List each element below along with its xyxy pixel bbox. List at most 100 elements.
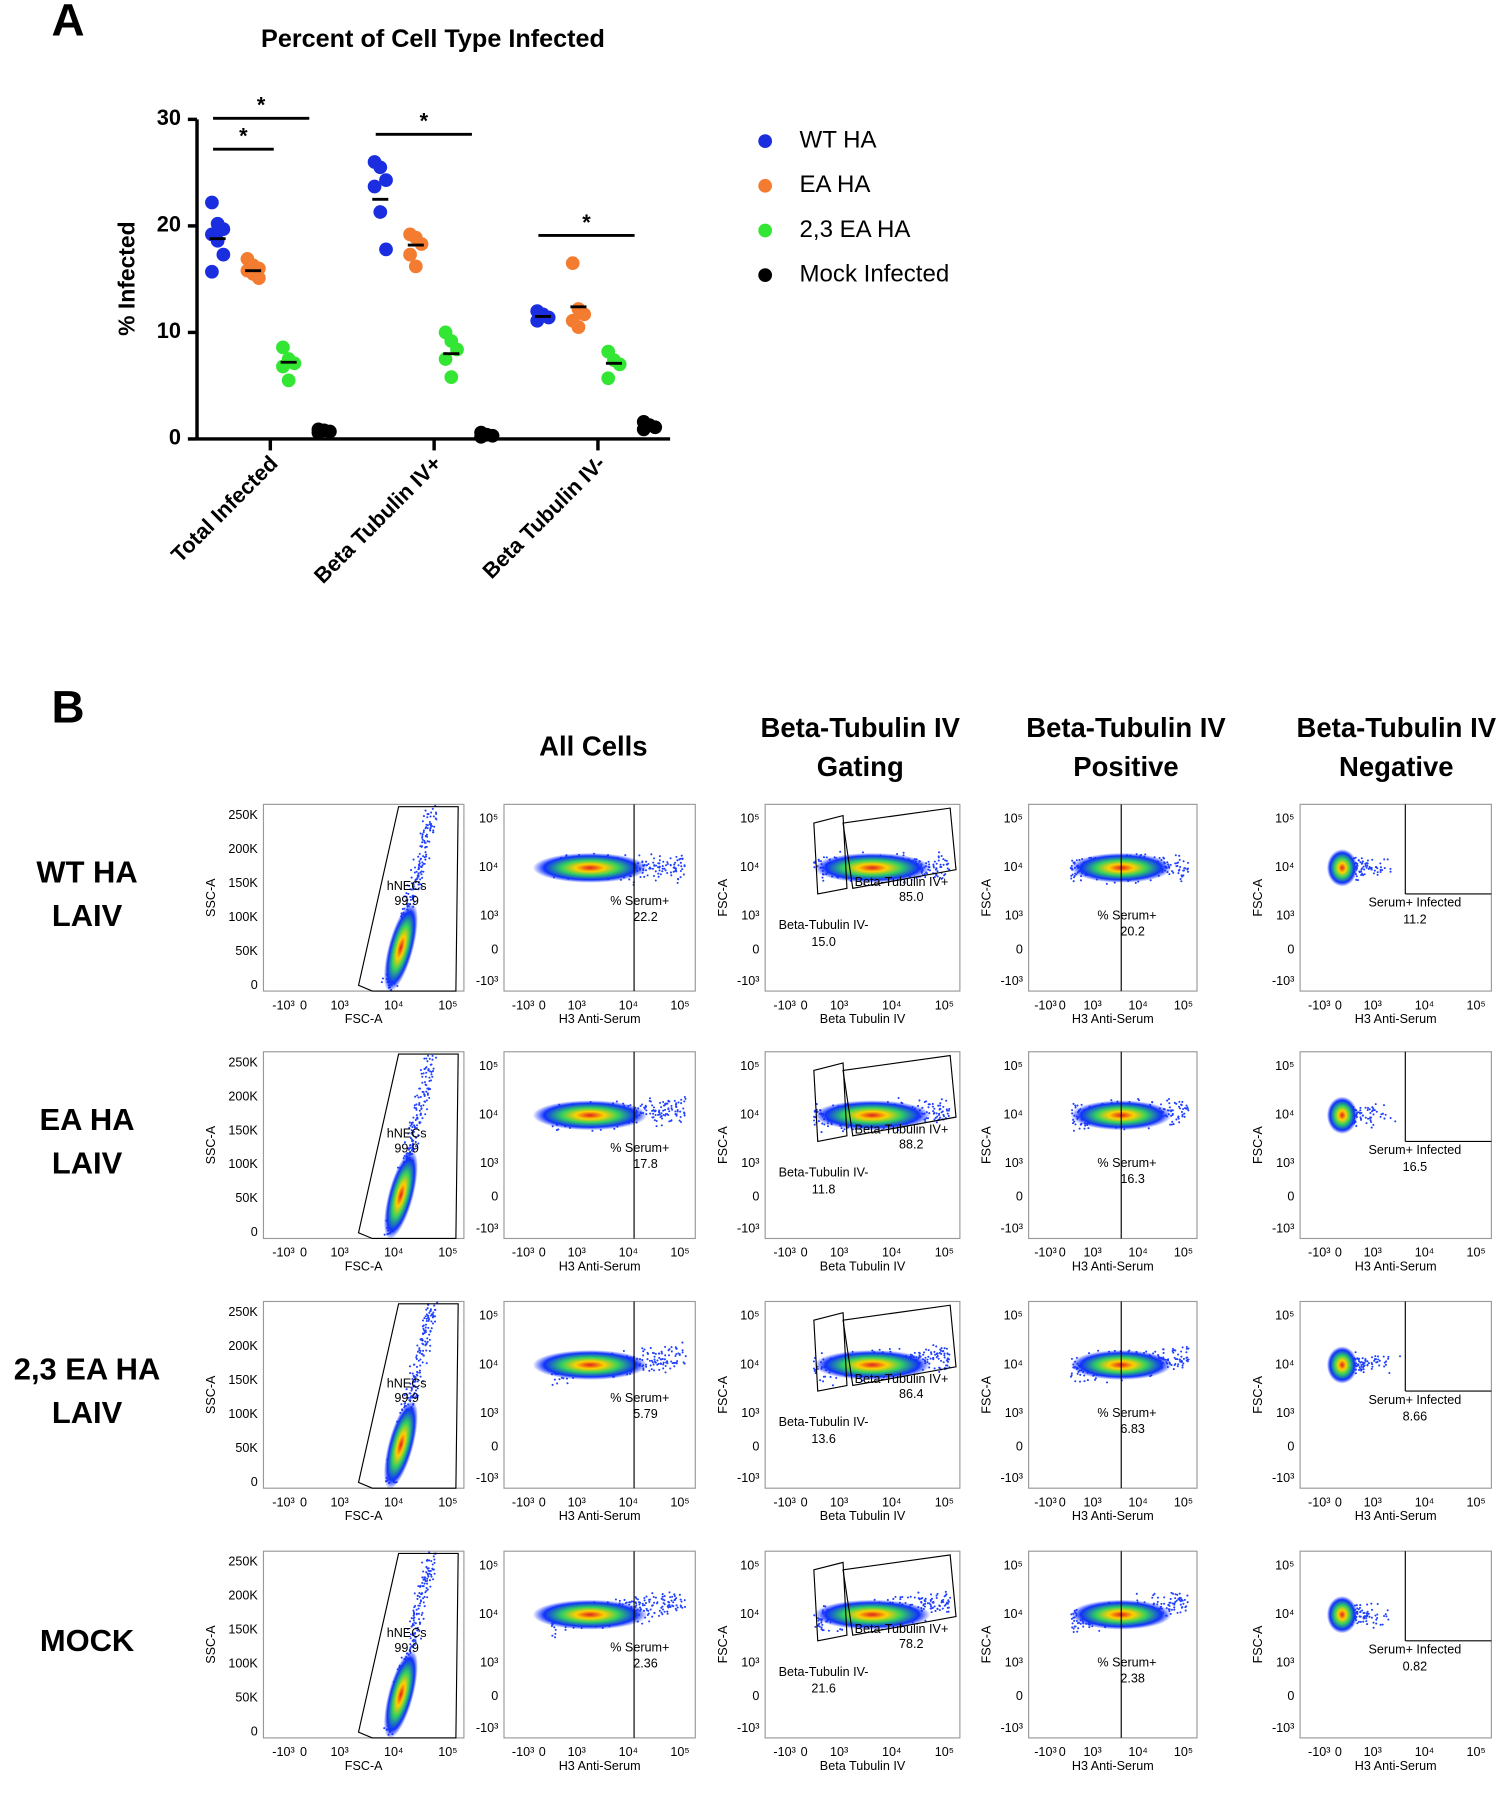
event-dot (653, 1355, 656, 1358)
event-dot (425, 1342, 428, 1345)
event-dot (415, 870, 418, 873)
event-dot (1183, 1112, 1186, 1115)
event-dot (1368, 1117, 1371, 1120)
event-dot (935, 874, 938, 877)
event-dot (413, 1125, 416, 1128)
event-dot (646, 1351, 649, 1354)
event-dot (641, 1602, 644, 1605)
event-dot (660, 1611, 663, 1614)
event-dot (430, 1559, 433, 1563)
event-dot (419, 1358, 422, 1361)
event-dot (679, 876, 682, 879)
event-dot (419, 883, 422, 886)
event-dot (428, 1079, 431, 1083)
y-tick-label: 150K (228, 876, 258, 890)
y-tick-label: -10³ (476, 974, 498, 988)
event-dot (658, 859, 661, 862)
event-dot (430, 1073, 433, 1076)
event-dot (1374, 1355, 1377, 1358)
event-dot (1106, 1381, 1109, 1384)
event-dot (429, 1308, 432, 1311)
event-dot (669, 1367, 672, 1370)
event-dot (417, 868, 420, 871)
event-dot (651, 1604, 654, 1607)
event-dot (1377, 1355, 1380, 1358)
event-dot (1361, 860, 1364, 863)
density-core (813, 1350, 931, 1380)
event-dot (1384, 1363, 1388, 1366)
event-dot (933, 1107, 936, 1110)
y-axis-label: SSC-A (204, 878, 218, 917)
event-dot (682, 1107, 685, 1110)
event-dot (652, 1116, 655, 1119)
event-dot (551, 1383, 554, 1386)
data-point (601, 371, 616, 386)
event-dot (922, 1604, 925, 1607)
event-dot (670, 874, 673, 877)
event-dot (947, 1606, 950, 1609)
event-dot (420, 1337, 424, 1340)
event-dot (662, 1109, 665, 1112)
event-dot (643, 875, 646, 878)
event-dot (1182, 1362, 1185, 1365)
x-tick-label: 10⁴ (882, 1246, 901, 1260)
gate-name: Beta-Tubulin IV+ (855, 1123, 949, 1137)
event-dot (1185, 1359, 1188, 1362)
x-tick-label: -10³ (512, 1495, 534, 1509)
density-core (383, 1649, 418, 1739)
event-dot (418, 1103, 421, 1106)
event-dot (424, 841, 427, 844)
row-label: 2,3 EA HA (14, 1352, 161, 1387)
event-dot (936, 875, 939, 878)
event-dot (940, 854, 943, 858)
event-dot (939, 1349, 943, 1352)
event-dot (1071, 1109, 1074, 1112)
event-dot (939, 1102, 942, 1105)
event-dot (658, 1109, 661, 1112)
event-dot (1370, 866, 1373, 869)
event-dot (591, 1129, 594, 1132)
event-dot (1168, 1106, 1171, 1109)
event-dot (643, 1106, 646, 1109)
significance-star: * (239, 123, 248, 148)
event-dot (813, 1119, 816, 1122)
event-dot (412, 883, 415, 886)
x-tick-label: 10⁵ (1174, 1246, 1193, 1260)
x-axis-label: H3 Anti-Serum (1072, 1012, 1154, 1026)
event-dot (406, 884, 409, 887)
gate-name: Serum+ Infected (1368, 896, 1461, 910)
x-tick-label: 10⁴ (619, 1246, 638, 1260)
event-dot (431, 1322, 434, 1325)
event-dot (623, 1598, 626, 1601)
event-dot (1168, 1604, 1171, 1607)
x-tick-label: 10⁵ (935, 1745, 954, 1759)
event-dot (1070, 1357, 1073, 1360)
event-dot (422, 1597, 425, 1600)
event-dot (423, 1331, 426, 1335)
event-dot (942, 1361, 945, 1364)
data-point (565, 256, 580, 271)
event-dot (1371, 1356, 1374, 1359)
event-dot (676, 1108, 679, 1112)
event-dot (1173, 1101, 1176, 1104)
event-dot (1180, 1355, 1183, 1358)
event-dot (411, 1396, 414, 1399)
event-dot (424, 809, 427, 812)
event-dot (421, 836, 424, 839)
event-dot (400, 1656, 403, 1659)
event-dot (674, 861, 677, 864)
event-dot (1360, 873, 1363, 877)
event-dot (664, 869, 667, 872)
event-dot (675, 1604, 678, 1607)
event-dot (836, 1630, 839, 1633)
y-tick-label: 10³ (741, 1406, 759, 1420)
event-dot (425, 1589, 428, 1592)
event-dot (425, 1323, 428, 1326)
event-dot (936, 870, 939, 873)
data-point (577, 307, 592, 322)
y-tick-label: 10⁴ (740, 1357, 759, 1371)
data-point (373, 205, 388, 219)
event-dot (675, 1362, 678, 1365)
x-tick-label: 10⁵ (670, 1495, 689, 1509)
event-dot (412, 858, 415, 861)
